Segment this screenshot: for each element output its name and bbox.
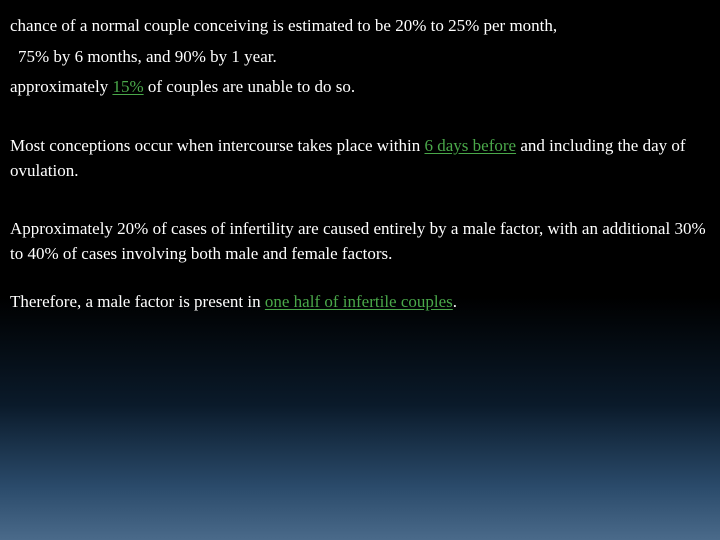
- paragraph-1: chance of a normal couple conceiving is …: [10, 14, 710, 100]
- text-line: Therefore, a male factor is present in o…: [10, 290, 710, 315]
- text-line: chance of a normal couple conceiving is …: [10, 14, 710, 39]
- text-span: .: [453, 292, 457, 311]
- highlight-text: 6 days before: [424, 136, 516, 155]
- text-span: Most conceptions occur when intercourse …: [10, 136, 424, 155]
- paragraph-2: Most conceptions occur when intercourse …: [10, 134, 710, 183]
- slide: chance of a normal couple conceiving is …: [0, 0, 720, 540]
- highlight-text: one half of infertile couples: [265, 292, 453, 311]
- text-line: approximately 15% of couples are unable …: [10, 75, 710, 100]
- text-span: of couples are unable to do so.: [144, 77, 356, 96]
- text-span: approximately: [10, 77, 112, 96]
- text-line: 75% by 6 months, and 90% by 1 year.: [10, 45, 710, 70]
- text-span: Therefore, a male factor is present in: [10, 292, 265, 311]
- paragraph-4: Therefore, a male factor is present in o…: [10, 290, 710, 315]
- text-line: Most conceptions occur when intercourse …: [10, 134, 710, 183]
- highlight-text: 15%: [112, 77, 143, 96]
- text-line: Approximately 20% of cases of infertilit…: [10, 217, 710, 266]
- paragraph-3: Approximately 20% of cases of infertilit…: [10, 217, 710, 266]
